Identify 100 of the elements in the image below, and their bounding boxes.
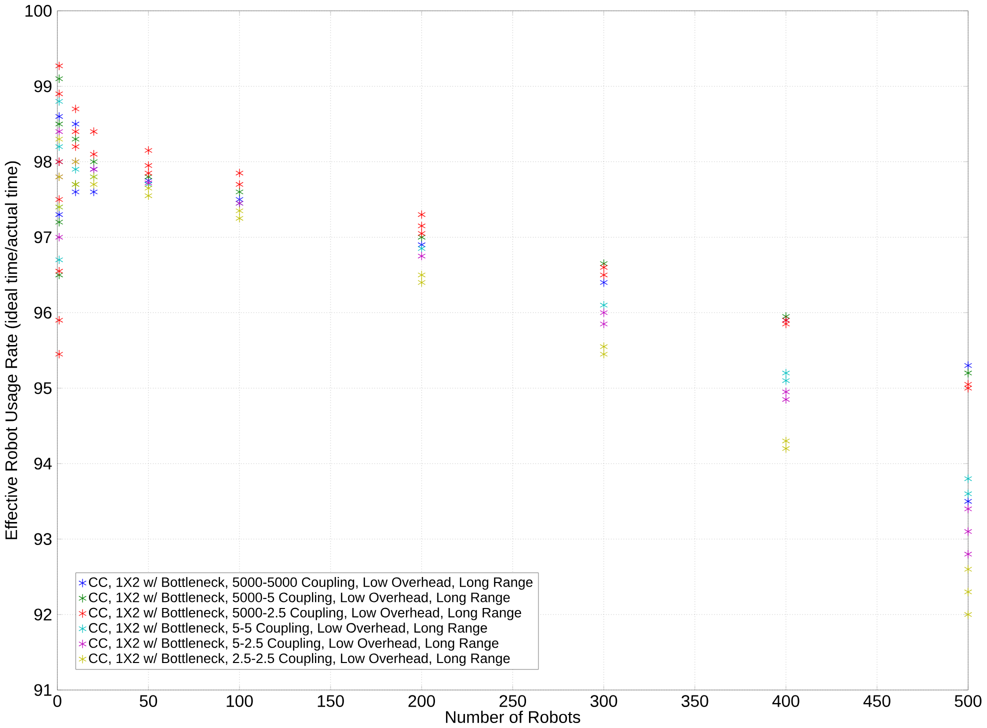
point bbox=[55, 96, 64, 106]
x-tick-label: 0 bbox=[53, 695, 62, 708]
point bbox=[600, 308, 608, 318]
point bbox=[55, 350, 64, 359]
point bbox=[55, 61, 64, 70]
point bbox=[55, 120, 64, 129]
y-tick-label: 98 bbox=[34, 156, 52, 168]
point bbox=[90, 157, 98, 166]
point bbox=[418, 270, 426, 280]
legend-label: CC, 1X2 w/ Bottleneck, 5-5 Coupling, Low Overhead, Long Range bbox=[88, 622, 488, 636]
point bbox=[55, 255, 64, 264]
point bbox=[72, 120, 80, 129]
point bbox=[418, 252, 426, 261]
y-tick-label: 95 bbox=[34, 382, 52, 394]
point bbox=[236, 206, 244, 216]
point bbox=[964, 527, 972, 536]
point bbox=[782, 436, 790, 446]
point bbox=[55, 74, 64, 84]
point bbox=[72, 187, 80, 196]
point bbox=[236, 168, 244, 178]
point bbox=[600, 278, 608, 288]
point bbox=[144, 168, 152, 178]
point bbox=[782, 387, 790, 396]
point bbox=[782, 320, 790, 329]
legend-label: CC, 1X2 w/ Bottleneck, 5-2.5 Coupling, Low Overhead, Long Range bbox=[88, 638, 498, 651]
point bbox=[55, 195, 64, 204]
point bbox=[600, 342, 608, 352]
point bbox=[418, 278, 426, 288]
point bbox=[55, 89, 64, 98]
x-axis-title: Number of Robots bbox=[446, 710, 580, 724]
legend-label: CC, 1X2 w/ Bottleneck, 5000-5000 Coupling, Low Overhead, Long Range bbox=[88, 577, 532, 590]
point bbox=[782, 444, 790, 454]
x-tick-label: 250 bbox=[500, 695, 526, 708]
point bbox=[964, 361, 972, 370]
point bbox=[782, 395, 790, 404]
y-tick-label: 100 bbox=[26, 4, 52, 17]
point bbox=[964, 368, 972, 378]
point bbox=[55, 316, 64, 325]
point bbox=[90, 180, 98, 189]
point bbox=[418, 244, 426, 254]
point bbox=[964, 504, 972, 514]
point bbox=[55, 232, 64, 242]
point bbox=[90, 187, 98, 196]
point bbox=[418, 210, 426, 220]
point bbox=[55, 218, 64, 227]
point bbox=[964, 564, 972, 574]
point bbox=[72, 127, 80, 136]
point bbox=[236, 187, 244, 196]
point bbox=[144, 184, 152, 193]
point bbox=[90, 150, 98, 159]
y-tick-label: 97 bbox=[34, 231, 52, 244]
legend-label: CC, 1X2 w/ Bottleneck, 5000-5 Coupling, Low Overhead, Long Range bbox=[88, 592, 510, 605]
point bbox=[782, 368, 790, 378]
y-axis-title: Effective Robot Usage Rate (ideal time/actual time) bbox=[4, 161, 21, 540]
x-tick-label: 200 bbox=[408, 695, 435, 708]
point bbox=[72, 104, 80, 114]
point bbox=[964, 610, 972, 620]
point bbox=[964, 496, 972, 506]
point bbox=[418, 221, 426, 230]
y-tick-label: 93 bbox=[34, 533, 52, 546]
point bbox=[600, 320, 608, 329]
x-tick-label: 500 bbox=[954, 695, 982, 708]
point bbox=[144, 191, 152, 200]
point bbox=[964, 380, 972, 389]
point bbox=[600, 262, 608, 272]
point bbox=[55, 112, 64, 122]
x-tick-label: 150 bbox=[318, 695, 344, 708]
point bbox=[90, 127, 98, 136]
point bbox=[144, 161, 152, 170]
point bbox=[236, 214, 244, 223]
x-tick-label: 300 bbox=[590, 695, 618, 708]
point bbox=[964, 489, 972, 498]
point bbox=[55, 127, 64, 136]
y-tick-label: 96 bbox=[34, 306, 52, 319]
point bbox=[72, 142, 80, 152]
point bbox=[600, 270, 608, 280]
y-tick-label: 99 bbox=[34, 80, 52, 92]
y-tick-label: 92 bbox=[34, 608, 52, 621]
point bbox=[55, 134, 64, 144]
point bbox=[144, 146, 152, 155]
legend-label: CC, 1X2 w/ Bottleneck, 2.5-2.5 Coupling, Low Overhead, Long Range bbox=[88, 653, 510, 666]
x-tick-label: 450 bbox=[863, 695, 890, 708]
point bbox=[964, 474, 972, 484]
point bbox=[55, 266, 64, 276]
point bbox=[782, 376, 790, 386]
point bbox=[55, 142, 64, 152]
point bbox=[236, 180, 244, 189]
y-tick-label: 91 bbox=[34, 684, 52, 696]
point bbox=[600, 300, 608, 310]
point bbox=[418, 228, 426, 238]
point bbox=[55, 210, 64, 220]
x-tick-label: 100 bbox=[226, 695, 253, 708]
point bbox=[964, 384, 972, 393]
x-tick-label: 400 bbox=[772, 695, 800, 708]
legend-label: CC, 1X2 w/ Bottleneck, 5000-2.5 Coupling, Low Overhead, Long Range bbox=[88, 607, 522, 620]
point bbox=[72, 164, 80, 174]
y-tick-label: 94 bbox=[34, 458, 52, 470]
x-tick-label: 50 bbox=[140, 695, 158, 708]
point bbox=[964, 587, 972, 596]
point bbox=[600, 350, 608, 359]
